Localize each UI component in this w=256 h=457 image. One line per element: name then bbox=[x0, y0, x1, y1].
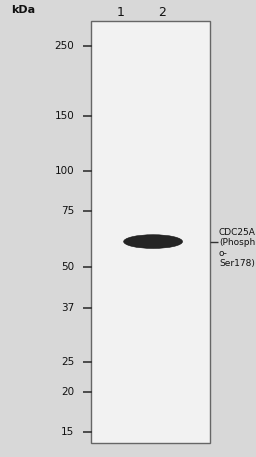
Text: 250: 250 bbox=[55, 41, 74, 51]
Text: kDa: kDa bbox=[11, 5, 35, 15]
FancyBboxPatch shape bbox=[91, 21, 210, 443]
Text: 20: 20 bbox=[61, 388, 74, 398]
Text: 75: 75 bbox=[61, 206, 74, 216]
Text: 100: 100 bbox=[55, 166, 74, 176]
Text: 2: 2 bbox=[159, 6, 166, 19]
Text: 37: 37 bbox=[61, 303, 74, 313]
Text: 25: 25 bbox=[61, 357, 74, 367]
Text: CDC25A
(Phosph
o-
Ser178): CDC25A (Phosph o- Ser178) bbox=[219, 228, 256, 268]
Ellipse shape bbox=[124, 235, 183, 249]
Text: 15: 15 bbox=[61, 427, 74, 437]
Text: 150: 150 bbox=[55, 111, 74, 121]
Text: 50: 50 bbox=[61, 261, 74, 271]
Text: 1: 1 bbox=[116, 6, 124, 19]
